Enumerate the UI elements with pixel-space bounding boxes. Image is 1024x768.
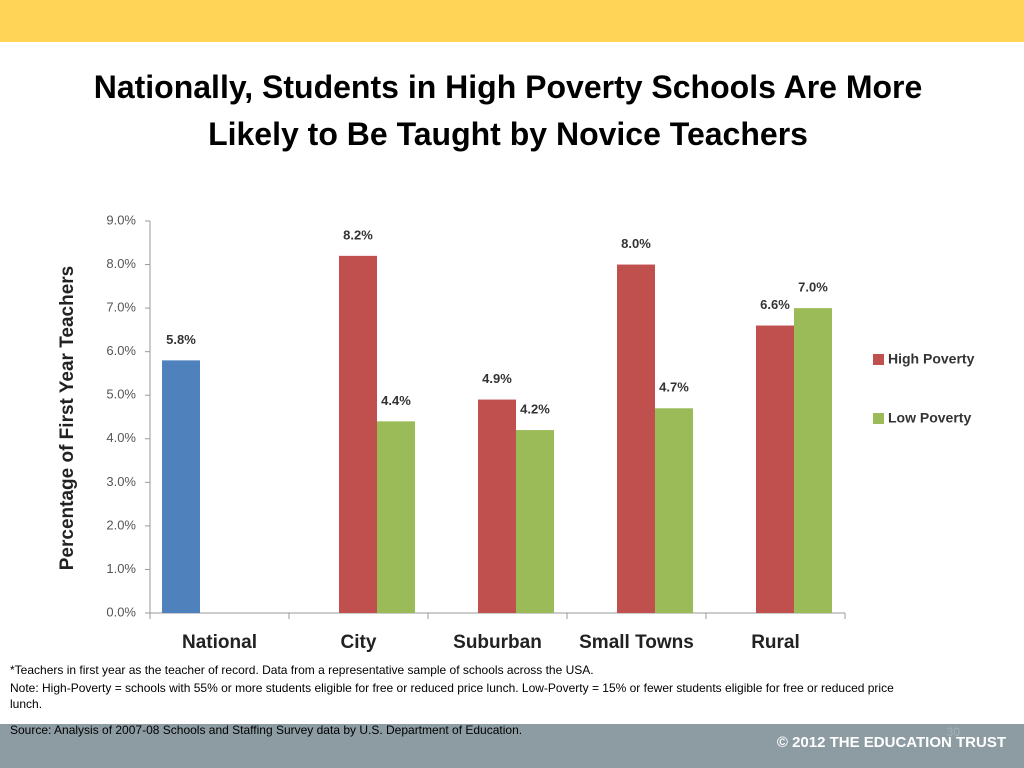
bar	[162, 360, 200, 613]
bar	[377, 421, 415, 613]
chart-title: Nationally, Students in High Poverty Sch…	[94, 69, 923, 152]
legend-swatch	[873, 354, 884, 365]
footer-text: © 2012 THE EDUCATION TRUST	[777, 734, 1006, 751]
y-tick-label: 4.0%	[106, 430, 136, 445]
value-label: 4.9%	[482, 371, 512, 386]
x-tick-label: Suburban	[453, 632, 542, 653]
note: Note: High-Poverty = schools with 55% or…	[10, 681, 894, 695]
value-label: 5.8%	[166, 332, 196, 347]
y-tick-label: 0.0%	[106, 604, 136, 619]
note: lunch.	[10, 697, 42, 711]
value-label: 4.2%	[520, 402, 550, 417]
source: Source: Analysis of 2007-08 Schools and …	[10, 723, 522, 737]
legend-swatch	[873, 413, 884, 424]
value-label: 4.7%	[659, 380, 689, 395]
y-tick-label: 7.0%	[106, 300, 136, 315]
y-tick-label: 6.0%	[106, 343, 136, 358]
bar	[794, 308, 832, 613]
legend-label: High Poverty	[888, 351, 975, 367]
x-tick-label: Rural	[751, 632, 800, 653]
y-tick-label: 9.0%	[106, 212, 136, 227]
y-tick-label: 5.0%	[106, 387, 136, 402]
value-label: 6.6%	[760, 297, 790, 312]
bar	[478, 399, 516, 613]
legend-label: Low Poverty	[888, 410, 971, 426]
bar	[617, 264, 655, 613]
note: *Teachers in first year as the teacher o…	[10, 663, 594, 677]
y-tick-label: 3.0%	[106, 474, 136, 489]
y-tick-label: 1.0%	[106, 561, 136, 576]
bar	[516, 430, 554, 613]
x-tick-label: National	[182, 632, 257, 653]
y-axis-label: Percentage of First Year Teachers	[57, 266, 78, 571]
bar	[756, 325, 794, 613]
value-label: 4.4%	[381, 393, 411, 408]
y-tick-label: 8.0%	[106, 256, 136, 271]
value-label: 8.2%	[343, 227, 373, 242]
footer-band	[0, 724, 1024, 768]
value-label: 7.0%	[798, 280, 828, 295]
bar	[339, 255, 377, 613]
x-tick-label: Small Towns	[579, 632, 694, 653]
bar	[655, 408, 693, 613]
value-label: 8.0%	[621, 236, 651, 251]
y-tick-label: 2.0%	[106, 517, 136, 532]
header-band	[0, 0, 1024, 42]
x-tick-label: City	[341, 632, 377, 653]
page-number: 30	[947, 725, 961, 739]
